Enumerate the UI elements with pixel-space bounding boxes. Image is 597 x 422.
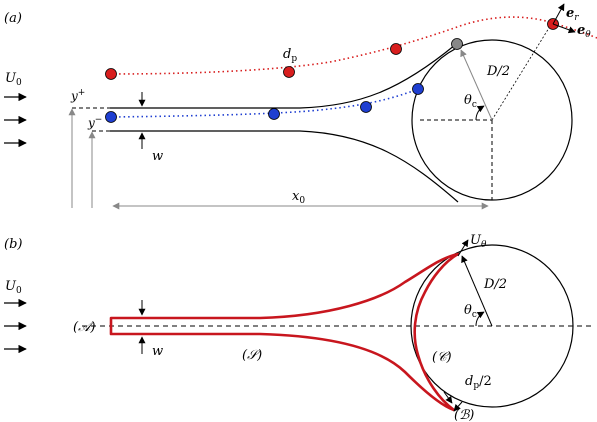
w-label-b: w xyxy=(152,344,163,359)
y-minus-label: y− xyxy=(87,115,102,130)
dp2-arrow-top xyxy=(443,391,453,404)
dp-label: dp xyxy=(283,47,297,64)
region-a-label: (𝒜) xyxy=(73,320,95,335)
theta-arc-a xyxy=(475,105,485,121)
u-theta-label: Uθ xyxy=(470,233,487,250)
theta-arc-b xyxy=(475,311,485,327)
etheta-arrow xyxy=(552,23,576,34)
d2-label-b: D/2 xyxy=(483,277,507,292)
inflow-arrows-a xyxy=(4,92,27,148)
red-particle-3 xyxy=(390,43,402,55)
radius-arrow-a xyxy=(460,49,493,121)
etheta-label: eθ xyxy=(577,23,591,40)
lower-channel-wall xyxy=(110,130,459,203)
y-plus-label: y+ xyxy=(70,88,85,103)
upper-channel-wall xyxy=(110,44,456,109)
blue-trajectory xyxy=(109,88,419,118)
blue-particle-1 xyxy=(105,111,117,123)
panel-b: (b) U0 D/2 Uθ θc w dp/2 (𝒜) (𝒮 xyxy=(4,233,595,422)
region-s-label: (𝒮) xyxy=(242,348,262,363)
er-arrow xyxy=(552,3,565,25)
dp2-arrow-right xyxy=(453,401,463,412)
x0-label: x0 xyxy=(292,189,305,206)
red-trajectory xyxy=(109,16,597,75)
cylinder-b xyxy=(410,244,574,408)
u-theta-arrow xyxy=(457,239,469,257)
blue-particle-3 xyxy=(360,101,372,113)
u0-label-a: U0 xyxy=(5,71,22,88)
red-particle-1 xyxy=(105,68,117,80)
panel-a-label: (a) xyxy=(4,11,22,26)
er-label: er xyxy=(566,6,579,23)
grey-particle xyxy=(451,38,463,50)
panel-b-label: (b) xyxy=(4,237,22,252)
u0-label-b: U0 xyxy=(5,279,22,296)
radial-dotted-a xyxy=(491,22,553,121)
dp2-label: dp/2 xyxy=(465,374,492,391)
region-c-label: (𝒞) xyxy=(432,350,452,365)
w-label-a: w xyxy=(152,149,163,164)
theta-c-label-a: θc xyxy=(464,93,477,110)
inflow-arrows-b xyxy=(4,298,27,354)
d2-label-a: D/2 xyxy=(486,64,510,79)
control-volume-boundary xyxy=(109,252,460,412)
blue-particle-4 xyxy=(412,83,424,95)
red-particle-2 xyxy=(283,66,295,78)
panel-a: (a) U0 dp D/2 xyxy=(4,3,597,210)
radius-arrow-b xyxy=(461,255,493,327)
theta-c-label-b: θc xyxy=(464,303,477,320)
blue-particle-2 xyxy=(268,108,280,120)
region-b-label: (ℬ) xyxy=(454,408,474,422)
